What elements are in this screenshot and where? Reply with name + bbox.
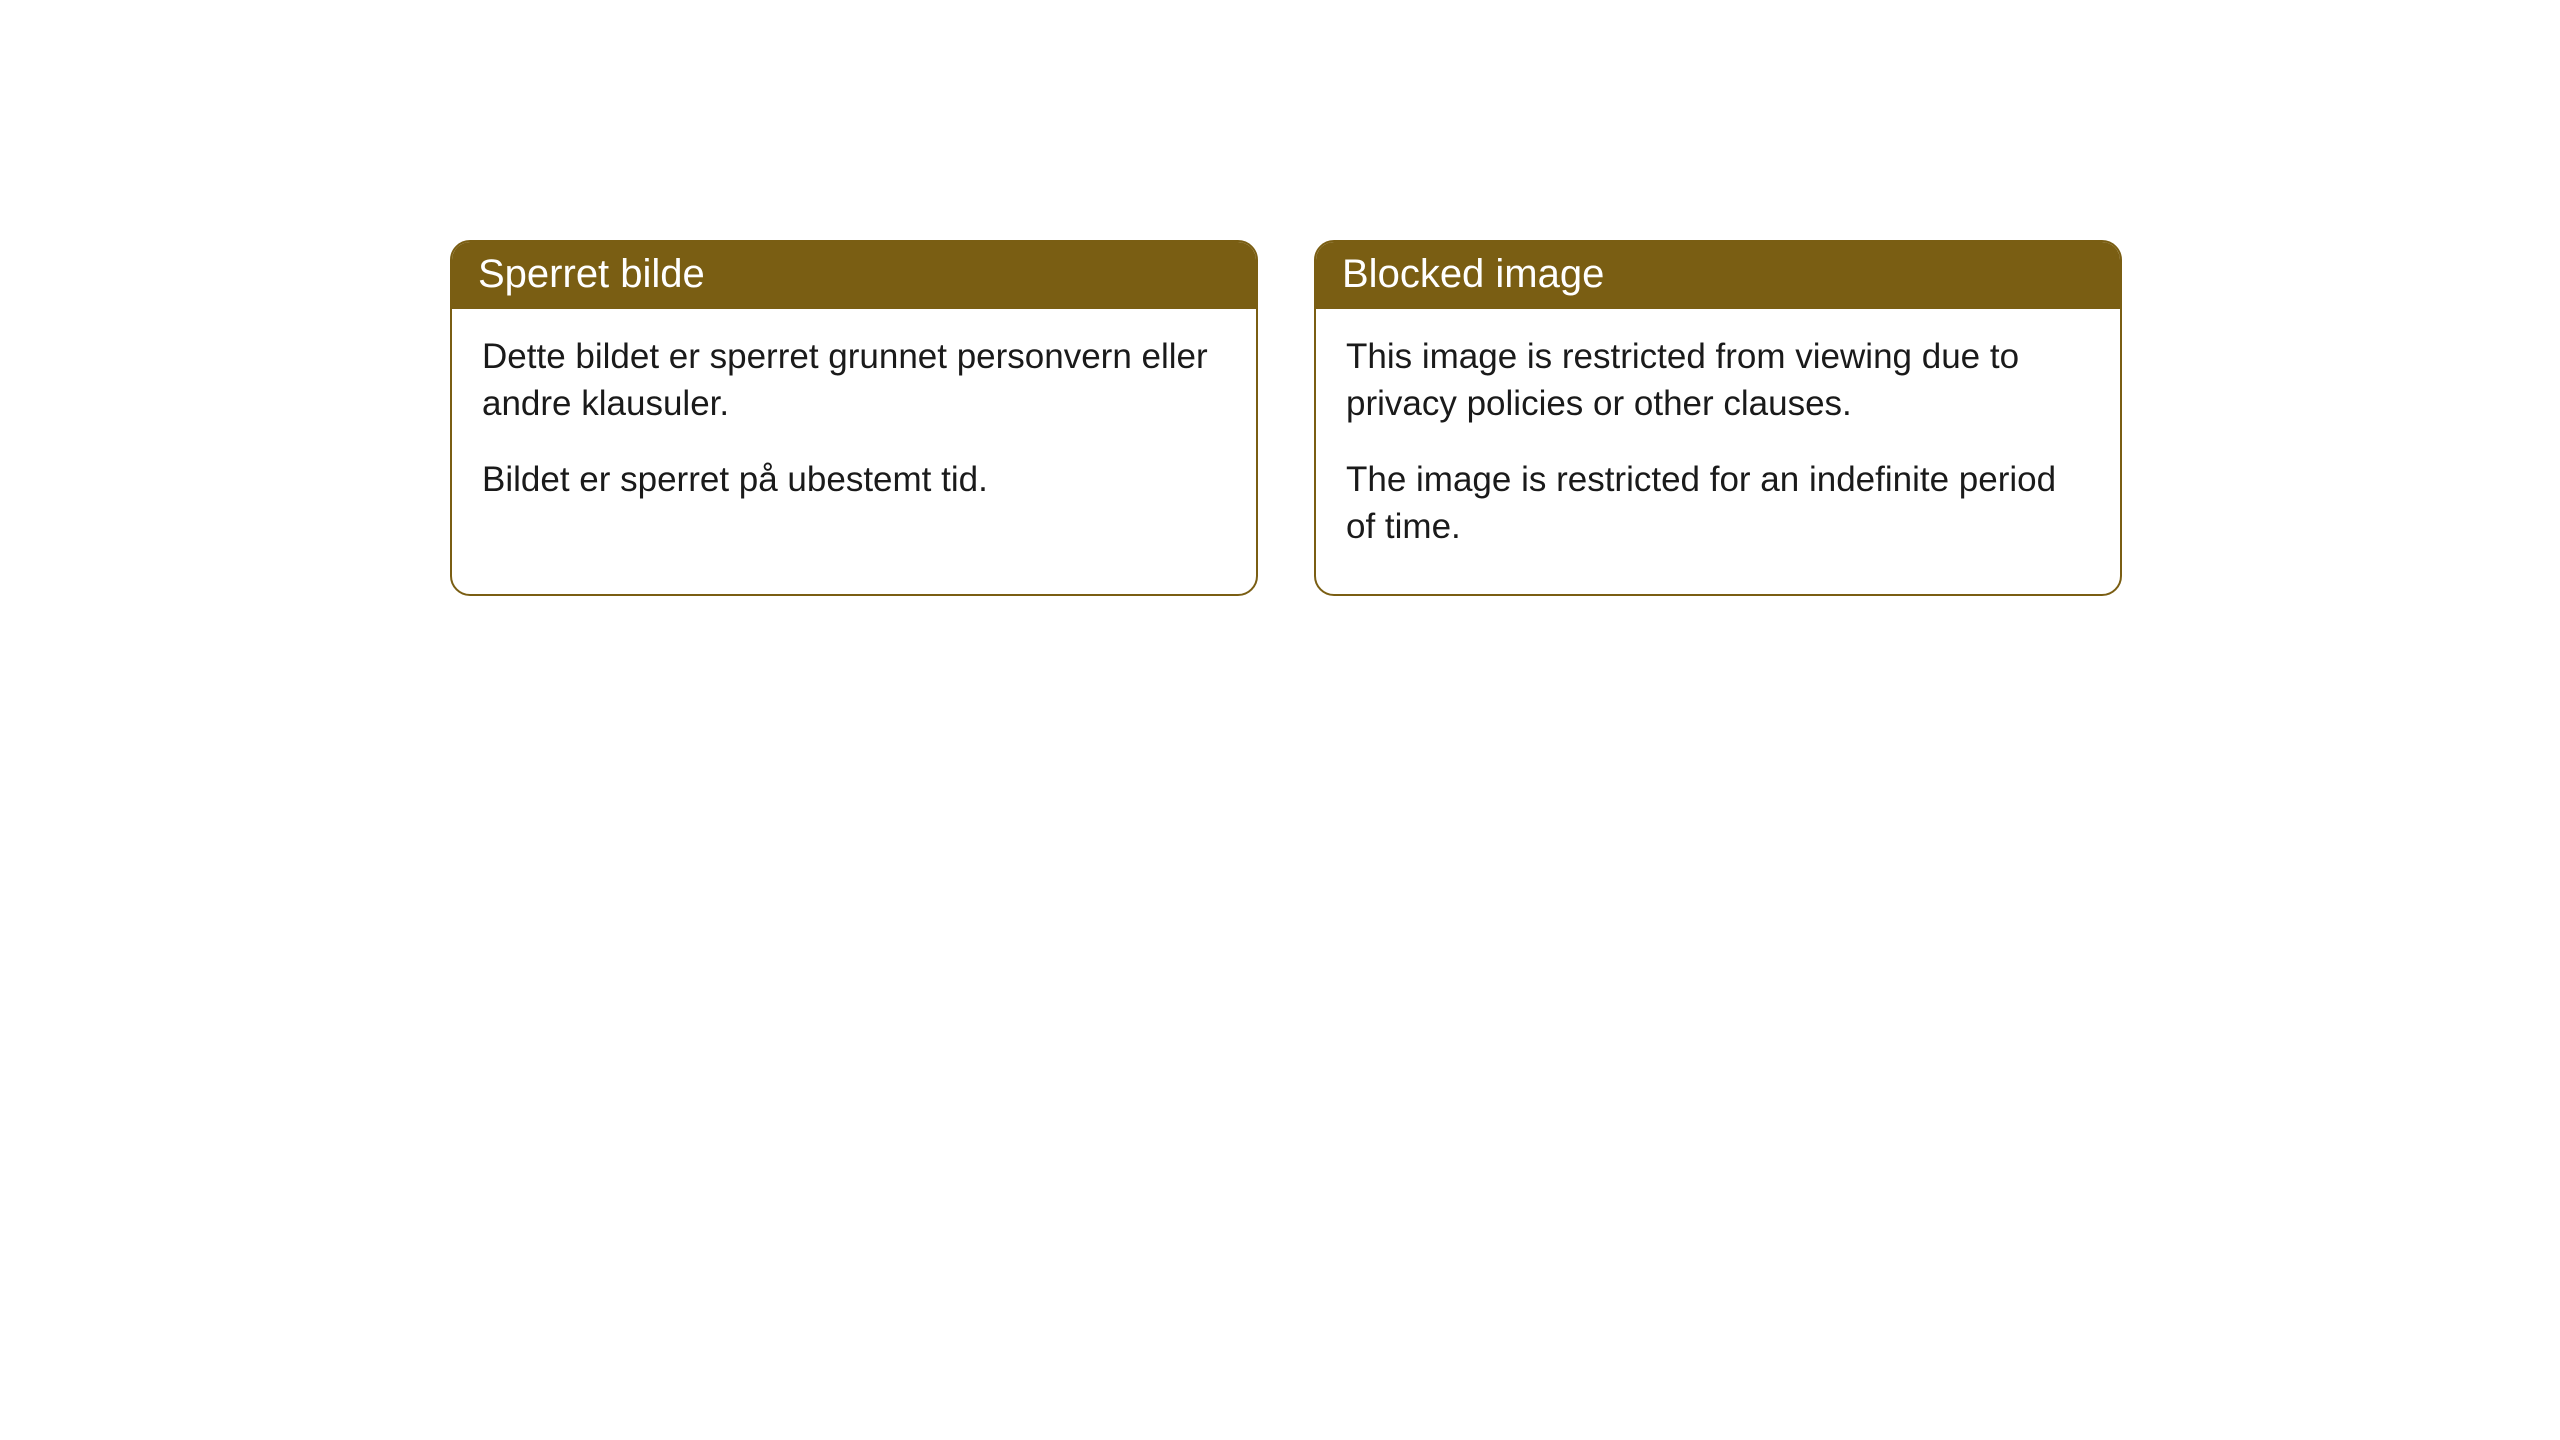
card-paragraph: Bildet er sperret på ubestemt tid. — [482, 456, 1226, 503]
notice-cards-container: Sperret bilde Dette bildet er sperret gr… — [450, 240, 2122, 596]
card-title: Sperret bilde — [478, 252, 705, 296]
card-header: Blocked image — [1316, 242, 2120, 309]
notice-card-norwegian: Sperret bilde Dette bildet er sperret gr… — [450, 240, 1258, 596]
notice-card-english: Blocked image This image is restricted f… — [1314, 240, 2122, 596]
card-paragraph: The image is restricted for an indefinit… — [1346, 456, 2090, 551]
card-body: Dette bildet er sperret grunnet personve… — [452, 309, 1256, 547]
card-title: Blocked image — [1342, 252, 1604, 296]
card-body: This image is restricted from viewing du… — [1316, 309, 2120, 594]
card-paragraph: Dette bildet er sperret grunnet personve… — [482, 333, 1226, 428]
card-paragraph: This image is restricted from viewing du… — [1346, 333, 2090, 428]
card-header: Sperret bilde — [452, 242, 1256, 309]
